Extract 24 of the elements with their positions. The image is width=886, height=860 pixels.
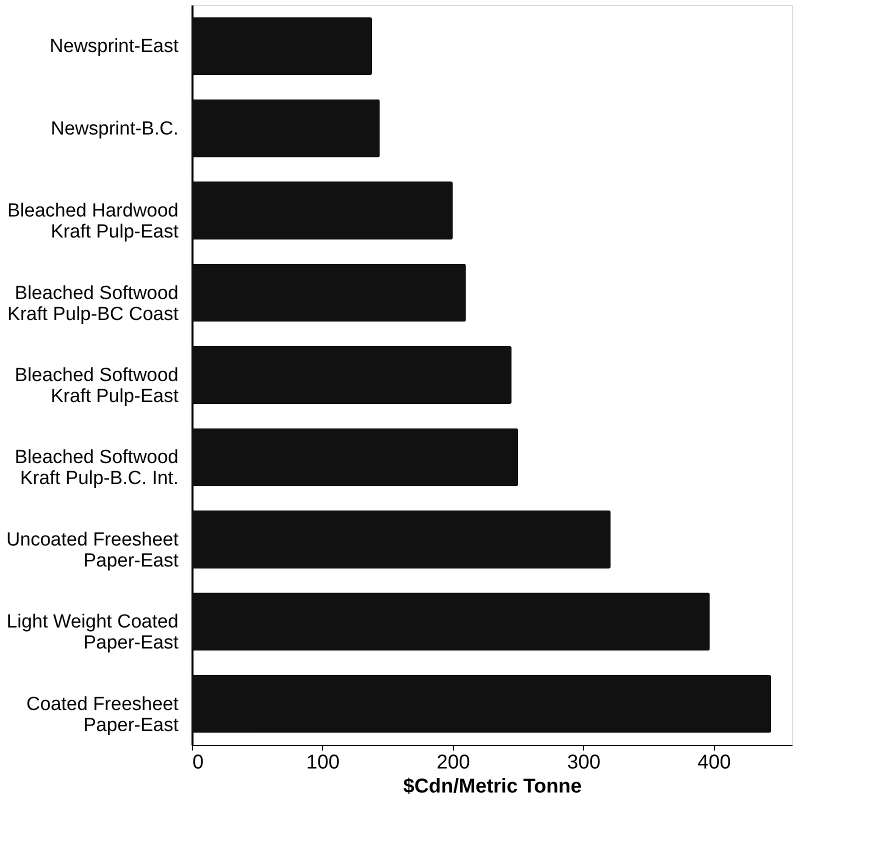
- y-tick-label: Coated Freesheet Paper-East: [26, 694, 180, 736]
- y-tick-label: Bleached Hardwood Kraft Pulp-East: [7, 200, 180, 243]
- x-axis-title: $Cdn/Metric Tonne: [403, 776, 582, 798]
- bar: [192, 182, 453, 240]
- bar: [192, 592, 710, 651]
- y-tick-label: Light Weight Coated Paper-East: [6, 612, 180, 654]
- x-tick-label: 300: [567, 752, 600, 774]
- bar: [192, 17, 372, 76]
- x-tick-label: 200: [436, 752, 470, 774]
- bar: [192, 510, 611, 568]
- y-tick-label: Bleached Softwood Kraft Pulp-East: [14, 365, 180, 407]
- y-tick-label: Bleached Softwood Kraft Pulp-BC Coast: [7, 282, 180, 325]
- bar: [192, 428, 518, 486]
- y-tick-label: Newsprint-B.C.: [50, 118, 178, 140]
- x-tick-label: 400: [698, 752, 731, 774]
- y-tick-label: Newsprint-East: [50, 36, 180, 58]
- bar: [192, 346, 512, 404]
- x-tick-label: 0: [192, 752, 204, 774]
- y-tick-label: Bleached Softwood Kraft Pulp-B.C. Int.: [14, 447, 178, 490]
- bar: [192, 674, 772, 733]
- y-tick-label: Uncoated Freesheet Paper-East: [6, 529, 180, 572]
- x-tick-label: 100: [306, 752, 340, 774]
- bar: [192, 264, 466, 322]
- bar: [192, 99, 380, 158]
